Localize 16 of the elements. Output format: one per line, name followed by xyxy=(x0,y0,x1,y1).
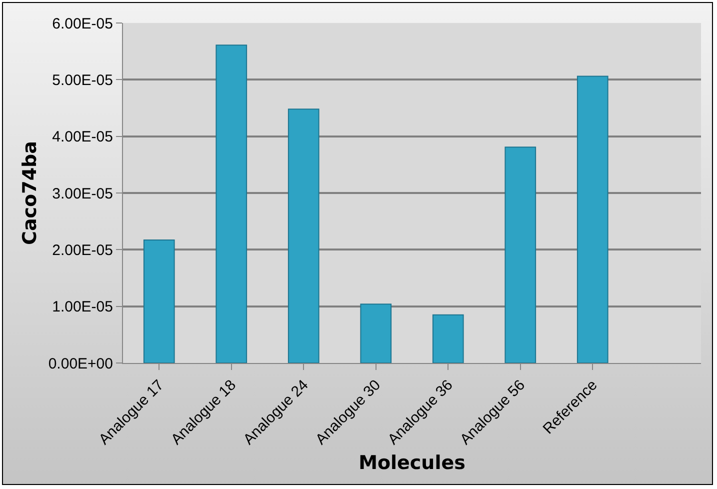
y-tick-label: 3.00E-05 xyxy=(52,185,113,202)
bar xyxy=(143,240,175,363)
bar xyxy=(216,44,248,363)
y-axis-title: Caco74ba xyxy=(19,141,42,245)
bar xyxy=(288,108,320,363)
x-axis-title: Molecules xyxy=(358,452,466,474)
y-tick-label: 6.00E-05 xyxy=(52,15,113,32)
bar xyxy=(576,76,608,363)
bar xyxy=(432,314,464,363)
bar xyxy=(504,146,536,363)
y-tick-label: 1.00E-05 xyxy=(52,298,113,316)
y-tick-label: 5.00E-05 xyxy=(52,72,113,89)
y-tick-label: 0.00E+00 xyxy=(48,355,113,372)
bar xyxy=(360,304,392,363)
y-tick-label: 4.00E-05 xyxy=(52,128,113,146)
y-tick-label: 2.00E-05 xyxy=(52,242,113,259)
